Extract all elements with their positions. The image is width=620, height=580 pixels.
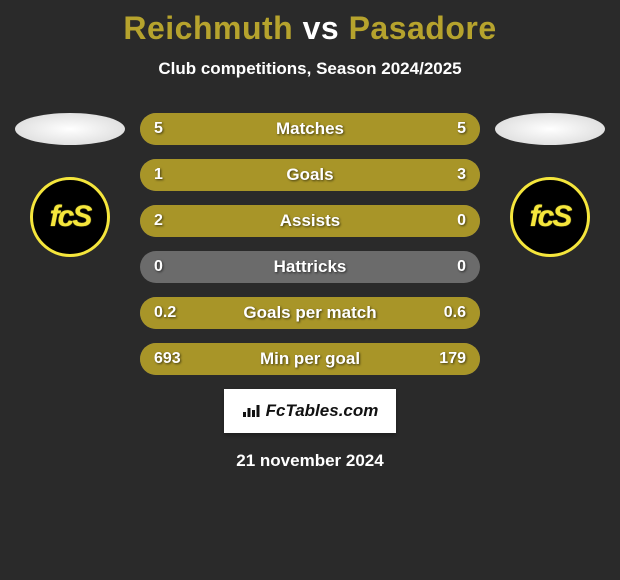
- stat-bar: 693 Min per goal 179: [140, 343, 480, 375]
- title: Reichmuth vs Pasadore: [123, 10, 496, 47]
- club-badge-text-left: fcS: [50, 200, 91, 234]
- stat-value-left: 2: [154, 212, 163, 230]
- player1-avatar-placeholder: [15, 113, 125, 145]
- stat-value-right: 3: [457, 166, 466, 184]
- right-column: fcS: [490, 113, 610, 257]
- stat-right-segment: [225, 159, 480, 191]
- stat-value-right: 0: [457, 212, 466, 230]
- stat-value-right: 0.6: [444, 304, 466, 322]
- stat-label: Matches: [276, 119, 344, 139]
- date-text: 21 november 2024: [236, 451, 383, 471]
- stat-bar: 2 Assists 0: [140, 205, 480, 237]
- stat-left-segment: [140, 159, 225, 191]
- stat-label: Hattricks: [274, 257, 347, 277]
- stat-value-left: 1: [154, 166, 163, 184]
- player2-avatar-placeholder: [495, 113, 605, 145]
- stat-value-left: 0.2: [154, 304, 176, 322]
- comparison-card: Reichmuth vs Pasadore Club competitions,…: [0, 0, 620, 471]
- subtitle: Club competitions, Season 2024/2025: [158, 59, 461, 79]
- stat-left-segment: [140, 297, 225, 329]
- source-badge[interactable]: FcTables.com: [224, 389, 397, 433]
- stat-value-left: 0: [154, 258, 163, 276]
- player1-club-badge: fcS: [30, 177, 110, 257]
- player2-club-badge: fcS: [510, 177, 590, 257]
- stat-value-right: 0: [457, 258, 466, 276]
- left-column: fcS: [10, 113, 130, 257]
- stat-value-left: 5: [154, 120, 163, 138]
- player1-name: Reichmuth: [123, 10, 293, 46]
- stat-bar: 0.2 Goals per match 0.6: [140, 297, 480, 329]
- source-label: FcTables.com: [266, 401, 379, 421]
- stat-bar: 0 Hattricks 0: [140, 251, 480, 283]
- stat-label: Goals: [286, 165, 333, 185]
- stat-value-right: 5: [457, 120, 466, 138]
- stat-label: Goals per match: [243, 303, 376, 323]
- player2-name: Pasadore: [349, 10, 497, 46]
- stat-bar: 5 Matches 5: [140, 113, 480, 145]
- stat-label: Assists: [280, 211, 340, 231]
- stat-value-left: 693: [154, 350, 181, 368]
- stat-label: Min per goal: [260, 349, 360, 369]
- vs-text: vs: [303, 10, 340, 46]
- stats-column: 5 Matches 5 1 Goals 3 2 Assists 0 0 Hattricks 0 0.2 G…: [130, 113, 490, 375]
- club-badge-text-right: fcS: [530, 200, 571, 234]
- stat-value-right: 179: [439, 350, 466, 368]
- stat-bar: 1 Goals 3: [140, 159, 480, 191]
- chart-icon: [242, 403, 260, 420]
- content-row: fcS 5Matches51Goals32Assists00Hattricks0…: [0, 113, 620, 375]
